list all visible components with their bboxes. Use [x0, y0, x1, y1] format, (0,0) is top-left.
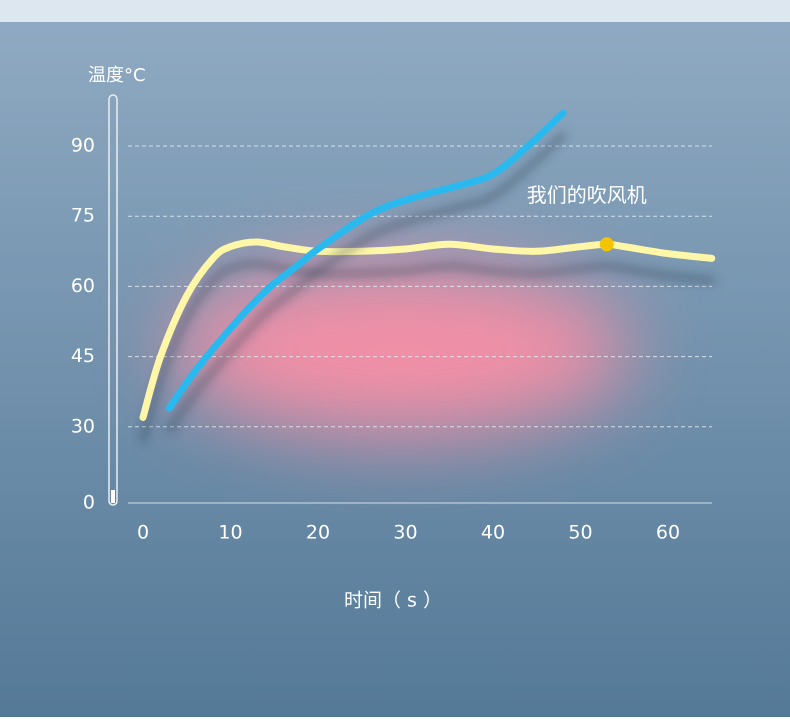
y-tick-label: 0	[83, 492, 95, 514]
glow	[170, 265, 630, 435]
x-tick-label: 20	[306, 522, 330, 544]
y-tick-label: 30	[71, 415, 95, 437]
y-axis-label: 温度°C	[88, 65, 146, 86]
top-strip	[0, 0, 790, 22]
x-tick-label: 40	[481, 522, 505, 544]
thermometer	[108, 94, 118, 506]
highlight-point	[599, 237, 614, 252]
thermometer-fill	[111, 490, 115, 503]
x-tick-label: 30	[393, 522, 417, 544]
y-tick-label: 75	[71, 205, 95, 227]
x-axis-label: 时间（ s ）	[344, 590, 442, 612]
x-tick-label: 60	[656, 522, 680, 544]
x-tick-label: 50	[568, 522, 592, 544]
x-tick-label: 0	[137, 522, 149, 544]
y-tick-label: 45	[71, 345, 95, 367]
series-label: 我们的吹风机	[527, 183, 647, 207]
y-tick-label: 90	[71, 135, 95, 157]
y-tick-label: 60	[71, 275, 95, 297]
x-tick-label: 10	[218, 522, 242, 544]
series-line	[165, 109, 567, 412]
